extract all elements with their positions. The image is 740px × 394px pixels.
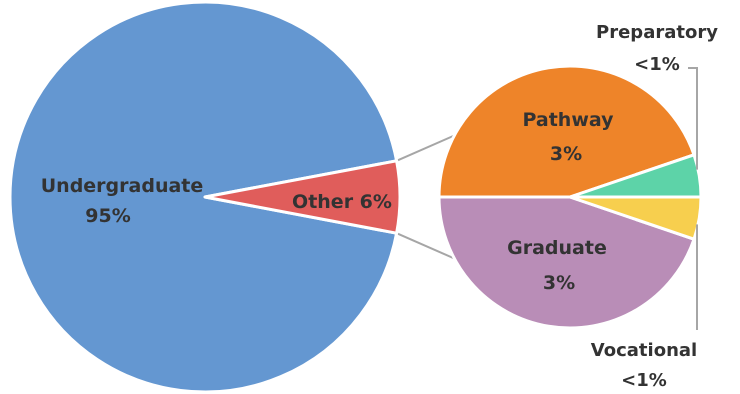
slice-label-graduate-name: Graduate [507,237,607,259]
breakdown-pie [437,64,703,330]
connector-line-top [396,134,455,162]
pie-slice-vocational [568,195,703,241]
pie-slice-pathway [437,64,696,199]
slice-label-preparatory-name: Preparatory [596,22,718,43]
connector-lines [396,134,455,260]
slice-label-preparatory-value: <1% [634,54,680,75]
slice-label-other: Other 6% [292,191,392,213]
leader-line-preparatory [688,67,698,170]
leader-lines [688,67,698,330]
slice-label-graduate-value: 3% [543,272,575,294]
slice-label-pathway-name: Pathway [522,109,614,131]
connector-line-bottom [396,232,455,260]
pie-slice-graduate [437,195,696,330]
slice-label-undergraduate-name: Undergraduate [41,175,204,197]
slice-label-vocational-name: Vocational [591,340,697,361]
pie-slice-other [203,159,402,235]
slice-label-pathway-value: 3% [550,143,582,165]
pie-slice-undergraduate [8,0,399,394]
main-pie [8,0,402,394]
slice-label-undergraduate-value: 95% [85,205,130,227]
slice-label-vocational-value: <1% [621,370,667,391]
